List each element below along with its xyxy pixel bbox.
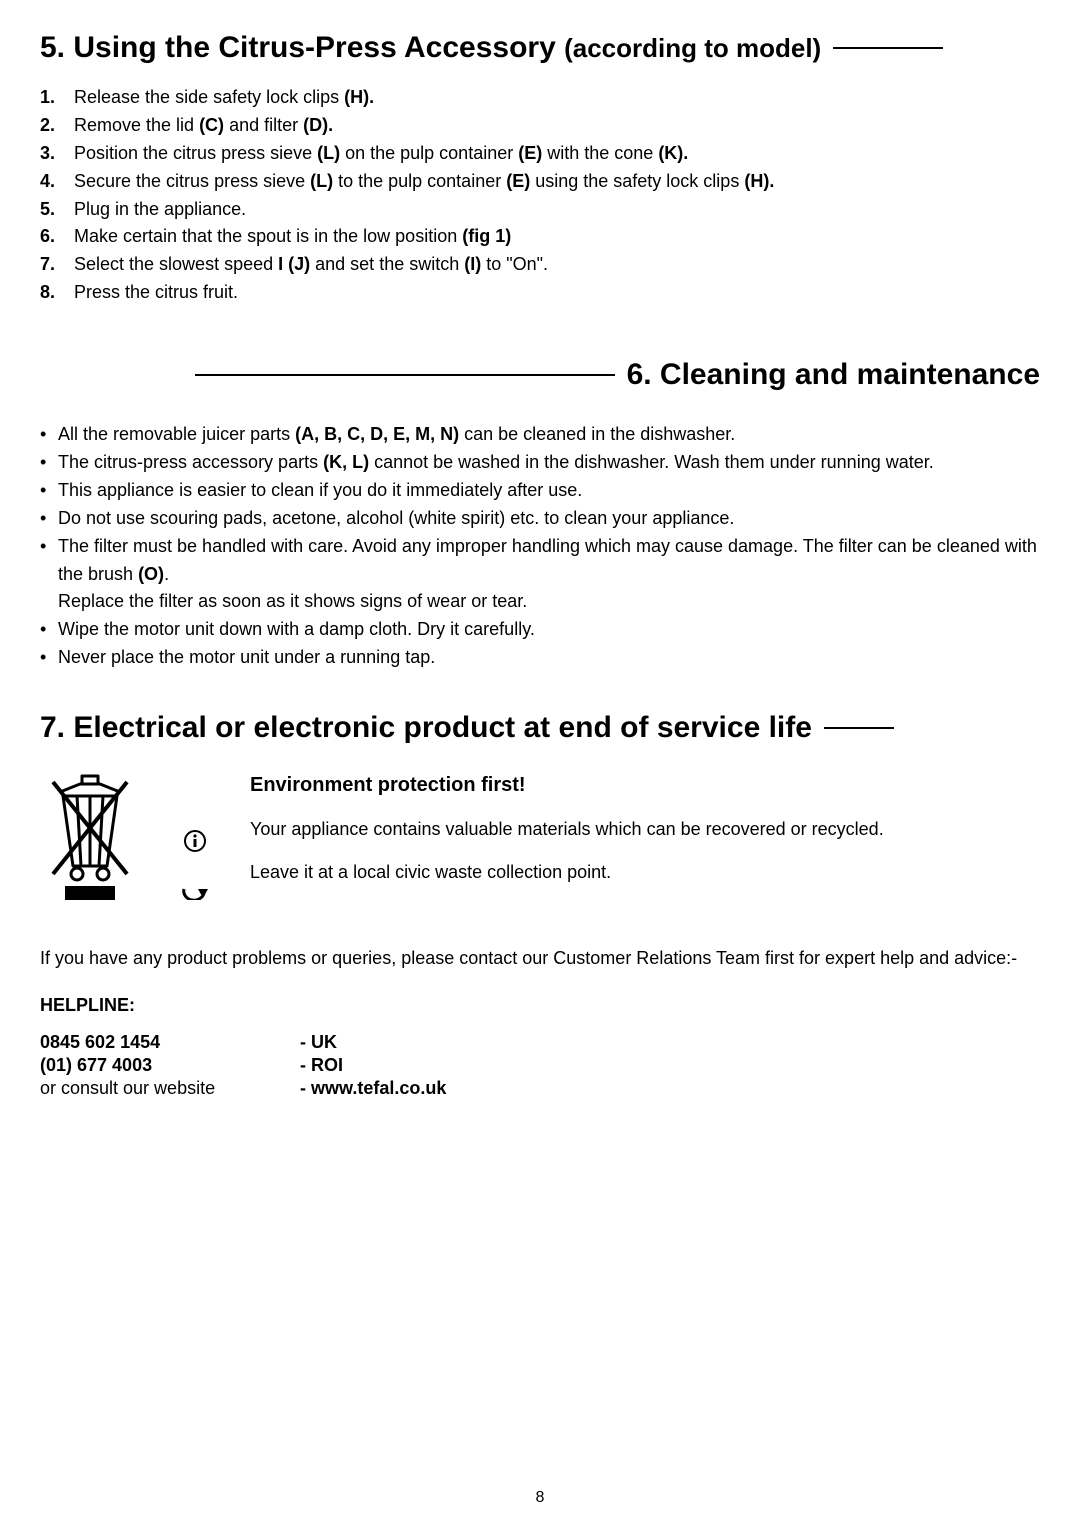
eol-block: Environment protection first! Your appli…	[40, 774, 1040, 909]
weee-bin-icon	[45, 774, 135, 909]
section6-bullets: All the removable juicer parts (A, B, C,…	[40, 421, 1040, 588]
contact-paragraph: If you have any product problems or quer…	[40, 945, 1040, 973]
env-line-2: Leave it at a local civic waste collecti…	[250, 862, 1040, 883]
bullet-item: Never place the motor unit under a runni…	[40, 644, 1040, 672]
section7-title: 7. Electrical or electronic product at e…	[40, 710, 812, 746]
info-icons-column	[170, 774, 220, 905]
step-number: 1.	[40, 84, 64, 112]
section6-bullets-2: Wipe the motor unit down with a damp clo…	[40, 616, 1040, 672]
step-text: Secure the citrus press sieve (L) to the…	[74, 168, 774, 196]
step-item: 6. Make certain that the spout is in the …	[40, 223, 1040, 251]
helpline-right: - ROI	[300, 1055, 1040, 1076]
section6-heading-row: 6. Cleaning and maintenance	[40, 357, 1040, 393]
step-text: Press the citrus fruit.	[74, 279, 238, 307]
env-line-1: Your appliance contains valuable materia…	[250, 819, 1040, 840]
heading-rule	[824, 727, 894, 729]
helpline-right: - www.tefal.co.uk	[300, 1078, 1040, 1099]
step-item: 4. Secure the citrus press sieve (L) to t…	[40, 168, 1040, 196]
step-number: 4.	[40, 168, 64, 196]
step-text: Plug in the appliance.	[74, 196, 246, 224]
bullet-item: This appliance is easier to clean if you…	[40, 477, 1040, 505]
step-text: Remove the lid (C) and filter (D).	[74, 112, 333, 140]
helpline-left: (01) 677 4003	[40, 1055, 270, 1076]
step-item: 7. Select the slowest speed I (J) and set…	[40, 251, 1040, 279]
step-item: 1. Release the side safety lock clips (H)…	[40, 84, 1040, 112]
step-text: Select the slowest speed I (J) and set t…	[74, 251, 548, 279]
bullet-item: The citrus-press accessory parts (K, L) …	[40, 449, 1040, 477]
heading-rule	[833, 47, 943, 49]
section7-heading-row: 7. Electrical or electronic product at e…	[40, 710, 1040, 746]
weee-icon-column	[40, 774, 140, 909]
helpline-right: - UK	[300, 1032, 1040, 1053]
step-number: 6.	[40, 223, 64, 251]
step-number: 2.	[40, 112, 64, 140]
bullet-item: Wipe the motor unit down with a damp clo…	[40, 616, 1040, 644]
step-number: 5.	[40, 196, 64, 224]
step-text: Position the citrus press sieve (L) on t…	[74, 140, 688, 168]
helpline-label: HELPLINE:	[40, 995, 1040, 1016]
recycle-arrow-icon	[182, 878, 208, 905]
step-item: 3. Position the citrus press sieve (L) on…	[40, 140, 1040, 168]
step-text: Make certain that the spout is in the lo…	[74, 223, 511, 251]
heading-rule	[195, 374, 615, 376]
step-item: 2. Remove the lid (C) and filter (D).	[40, 112, 1040, 140]
step-number: 3.	[40, 140, 64, 168]
helpline-left: 0845 602 1454	[40, 1032, 270, 1053]
section5-steps: 1. Release the side safety lock clips (H)…	[40, 84, 1040, 307]
section5-title-main: 5. Using the Citrus-Press Accessory	[40, 31, 564, 64]
helpline-left: or consult our website	[40, 1078, 270, 1099]
helpline-grid: 0845 602 1454 - UK (01) 677 4003 - ROI or co…	[40, 1032, 1040, 1099]
info-icon	[183, 829, 207, 858]
step-item: 8. Press the citrus fruit.	[40, 279, 1040, 307]
section5-title: 5. Using the Citrus-Press Accessory (acc…	[40, 30, 821, 66]
bullet-item: All the removable juicer parts (A, B, C,…	[40, 421, 1040, 449]
step-number: 8.	[40, 279, 64, 307]
section6-title: 6. Cleaning and maintenance	[627, 357, 1040, 393]
step-item: 5. Plug in the appliance.	[40, 196, 1040, 224]
env-protection-title: Environment protection first!	[250, 774, 1040, 797]
section5-title-aside: (according to model)	[564, 33, 821, 63]
env-text-column: Environment protection first! Your appli…	[250, 774, 1040, 905]
step-number: 7.	[40, 251, 64, 279]
bullet-item: Do not use scouring pads, acetone, alcoh…	[40, 505, 1040, 533]
section6-extra-line: Replace the filter as soon as it shows s…	[40, 588, 1040, 616]
step-text: Release the side safety lock clips (H).	[74, 84, 374, 112]
section5-heading-row: 5. Using the Citrus-Press Accessory (acc…	[40, 30, 1040, 66]
page-number: 8	[536, 1489, 545, 1507]
bullet-item: The filter must be handled with care. Av…	[40, 533, 1040, 589]
